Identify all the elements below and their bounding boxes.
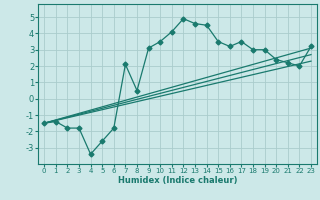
X-axis label: Humidex (Indice chaleur): Humidex (Indice chaleur) (118, 176, 237, 185)
